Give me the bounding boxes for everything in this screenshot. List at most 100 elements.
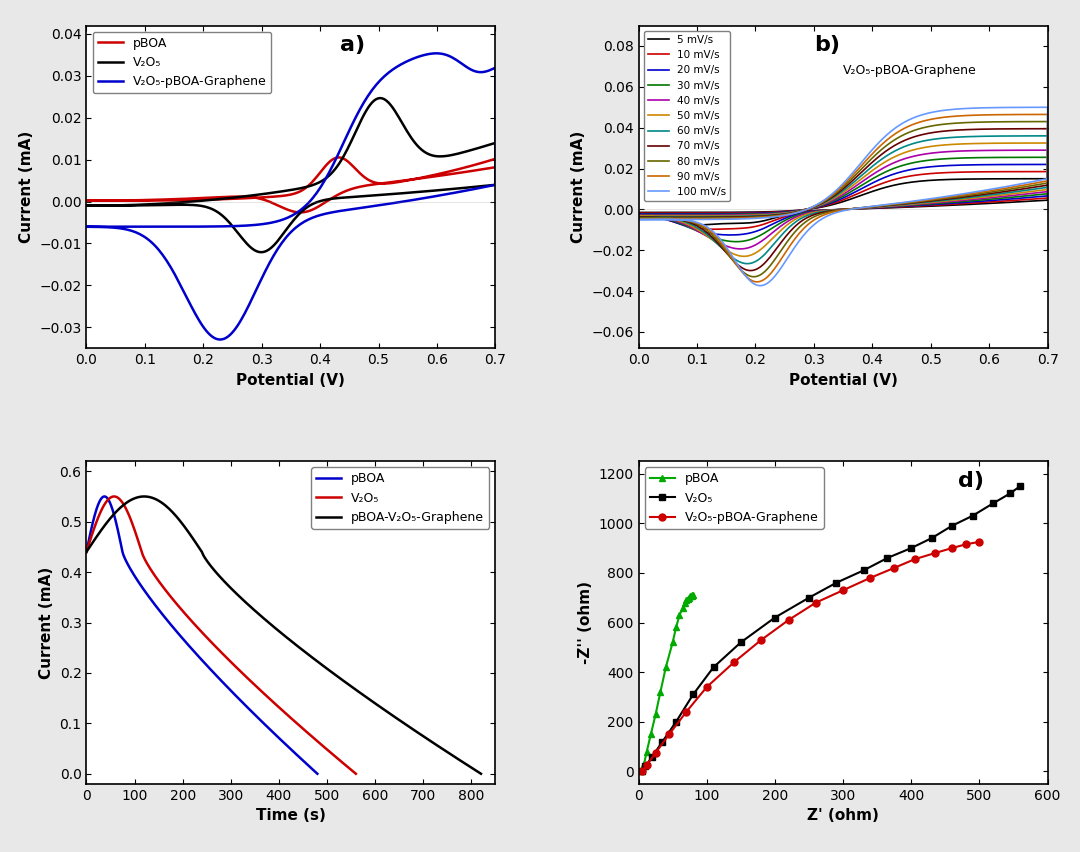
pBOA-V₂O₅-Graphene bbox=[474, 769, 487, 779]
pBOA bbox=[666, 637, 679, 648]
40 mV/s bbox=[957, 146, 970, 156]
10 mV/s bbox=[632, 208, 645, 218]
pBOA bbox=[679, 595, 692, 605]
5 mV/s bbox=[900, 178, 913, 188]
V₂O₅ bbox=[220, 653, 233, 663]
pBOA bbox=[681, 594, 694, 604]
100 mV/s bbox=[1041, 102, 1054, 112]
20 mV/s bbox=[900, 165, 913, 176]
V₂O₅ bbox=[858, 565, 870, 575]
Text: b): b) bbox=[814, 36, 840, 55]
60 mV/s bbox=[854, 203, 867, 213]
70 mV/s bbox=[957, 124, 970, 135]
80 mV/s bbox=[1041, 117, 1054, 127]
V₂O₅ bbox=[905, 543, 918, 553]
5 mV/s bbox=[1041, 174, 1054, 184]
50 mV/s bbox=[957, 139, 970, 149]
Text: a): a) bbox=[340, 36, 365, 55]
80 mV/s bbox=[934, 194, 947, 204]
60 mV/s bbox=[957, 132, 970, 142]
V₂O₅ bbox=[321, 744, 334, 754]
30 mV/s bbox=[859, 203, 872, 213]
Line: 80 mV/s: 80 mV/s bbox=[638, 122, 1048, 277]
40 mV/s bbox=[1041, 145, 1054, 155]
pBOA bbox=[284, 744, 297, 754]
60 mV/s bbox=[1041, 130, 1054, 141]
V₂O₅ bbox=[635, 766, 648, 776]
Text: V₂O₅-pBOA-Graphene: V₂O₅-pBOA-Graphene bbox=[843, 64, 976, 77]
70 mV/s bbox=[743, 266, 756, 276]
100 mV/s bbox=[934, 193, 947, 203]
40 mV/s bbox=[934, 198, 947, 208]
V₂O₅ bbox=[107, 492, 120, 502]
pBOA bbox=[266, 727, 279, 737]
pBOA-V₂O₅-Graphene bbox=[313, 658, 326, 668]
V₂O₅ bbox=[646, 751, 659, 762]
80 mV/s bbox=[859, 202, 872, 212]
V₂O₅-pBOA-Graphene bbox=[755, 635, 768, 645]
10 mV/s bbox=[731, 208, 744, 218]
V₂O₅ bbox=[926, 533, 939, 544]
10 mV/s bbox=[900, 172, 913, 182]
Line: pBOA: pBOA bbox=[638, 591, 697, 775]
90 mV/s bbox=[731, 213, 744, 223]
pBOA bbox=[687, 590, 700, 600]
60 mV/s bbox=[741, 258, 754, 268]
pBOA bbox=[199, 658, 212, 668]
pBOA-V₂O₅-Graphene bbox=[137, 492, 150, 502]
pBOA bbox=[640, 746, 653, 757]
V₂O₅ bbox=[81, 545, 94, 556]
20 mV/s bbox=[854, 204, 867, 214]
60 mV/s bbox=[934, 196, 947, 206]
pBOA bbox=[645, 729, 658, 740]
60 mV/s bbox=[632, 211, 645, 222]
5 mV/s bbox=[859, 204, 872, 214]
Text: c): c) bbox=[311, 471, 335, 491]
pBOA bbox=[673, 610, 686, 620]
Y-axis label: Current (mA): Current (mA) bbox=[571, 130, 585, 243]
70 mV/s bbox=[632, 212, 645, 222]
10 mV/s bbox=[708, 224, 721, 234]
V₂O₅ bbox=[226, 658, 239, 668]
Line: 100 mV/s: 100 mV/s bbox=[638, 107, 1048, 285]
V₂O₅ bbox=[639, 762, 652, 772]
V₂O₅ bbox=[1014, 481, 1027, 491]
V₂O₅-pBOA-Graphene bbox=[728, 657, 741, 667]
5 mV/s bbox=[957, 174, 970, 184]
5 mV/s bbox=[632, 207, 645, 217]
V₂O₅-pBOA-Graphene bbox=[973, 537, 986, 547]
20 mV/s bbox=[731, 209, 744, 219]
30 mV/s bbox=[632, 210, 645, 220]
pBOA bbox=[311, 769, 324, 779]
90 mV/s bbox=[632, 214, 645, 224]
pBOA bbox=[684, 591, 697, 602]
10 mV/s bbox=[632, 210, 645, 220]
50 mV/s bbox=[731, 210, 744, 221]
pBOA bbox=[98, 492, 111, 502]
5 mV/s bbox=[693, 220, 706, 230]
90 mV/s bbox=[1041, 109, 1054, 119]
30 mV/s bbox=[731, 209, 744, 219]
20 mV/s bbox=[1041, 159, 1054, 170]
Line: 20 mV/s: 20 mV/s bbox=[638, 164, 1048, 235]
10 mV/s bbox=[859, 204, 872, 214]
V₂O₅-pBOA-Graphene bbox=[809, 597, 822, 607]
80 mV/s bbox=[632, 213, 645, 223]
100 mV/s bbox=[859, 202, 872, 212]
V₂O₅ bbox=[80, 547, 93, 557]
10 mV/s bbox=[934, 199, 947, 210]
Line: pBOA-V₂O₅-Graphene: pBOA-V₂O₅-Graphene bbox=[86, 497, 481, 774]
pBOA-V₂O₅-Graphene bbox=[410, 727, 423, 737]
V₂O₅ bbox=[734, 637, 747, 648]
V₂O₅-pBOA-Graphene bbox=[700, 682, 713, 692]
V₂O₅-pBOA-Graphene bbox=[635, 766, 648, 776]
60 mV/s bbox=[900, 141, 913, 151]
70 mV/s bbox=[632, 212, 645, 222]
Line: 60 mV/s: 60 mV/s bbox=[638, 135, 1048, 263]
80 mV/s bbox=[900, 129, 913, 139]
Line: 40 mV/s: 40 mV/s bbox=[638, 150, 1048, 249]
100 mV/s bbox=[957, 103, 970, 113]
pBOA bbox=[649, 709, 662, 719]
pBOA bbox=[635, 766, 648, 776]
pBOA bbox=[676, 602, 689, 613]
